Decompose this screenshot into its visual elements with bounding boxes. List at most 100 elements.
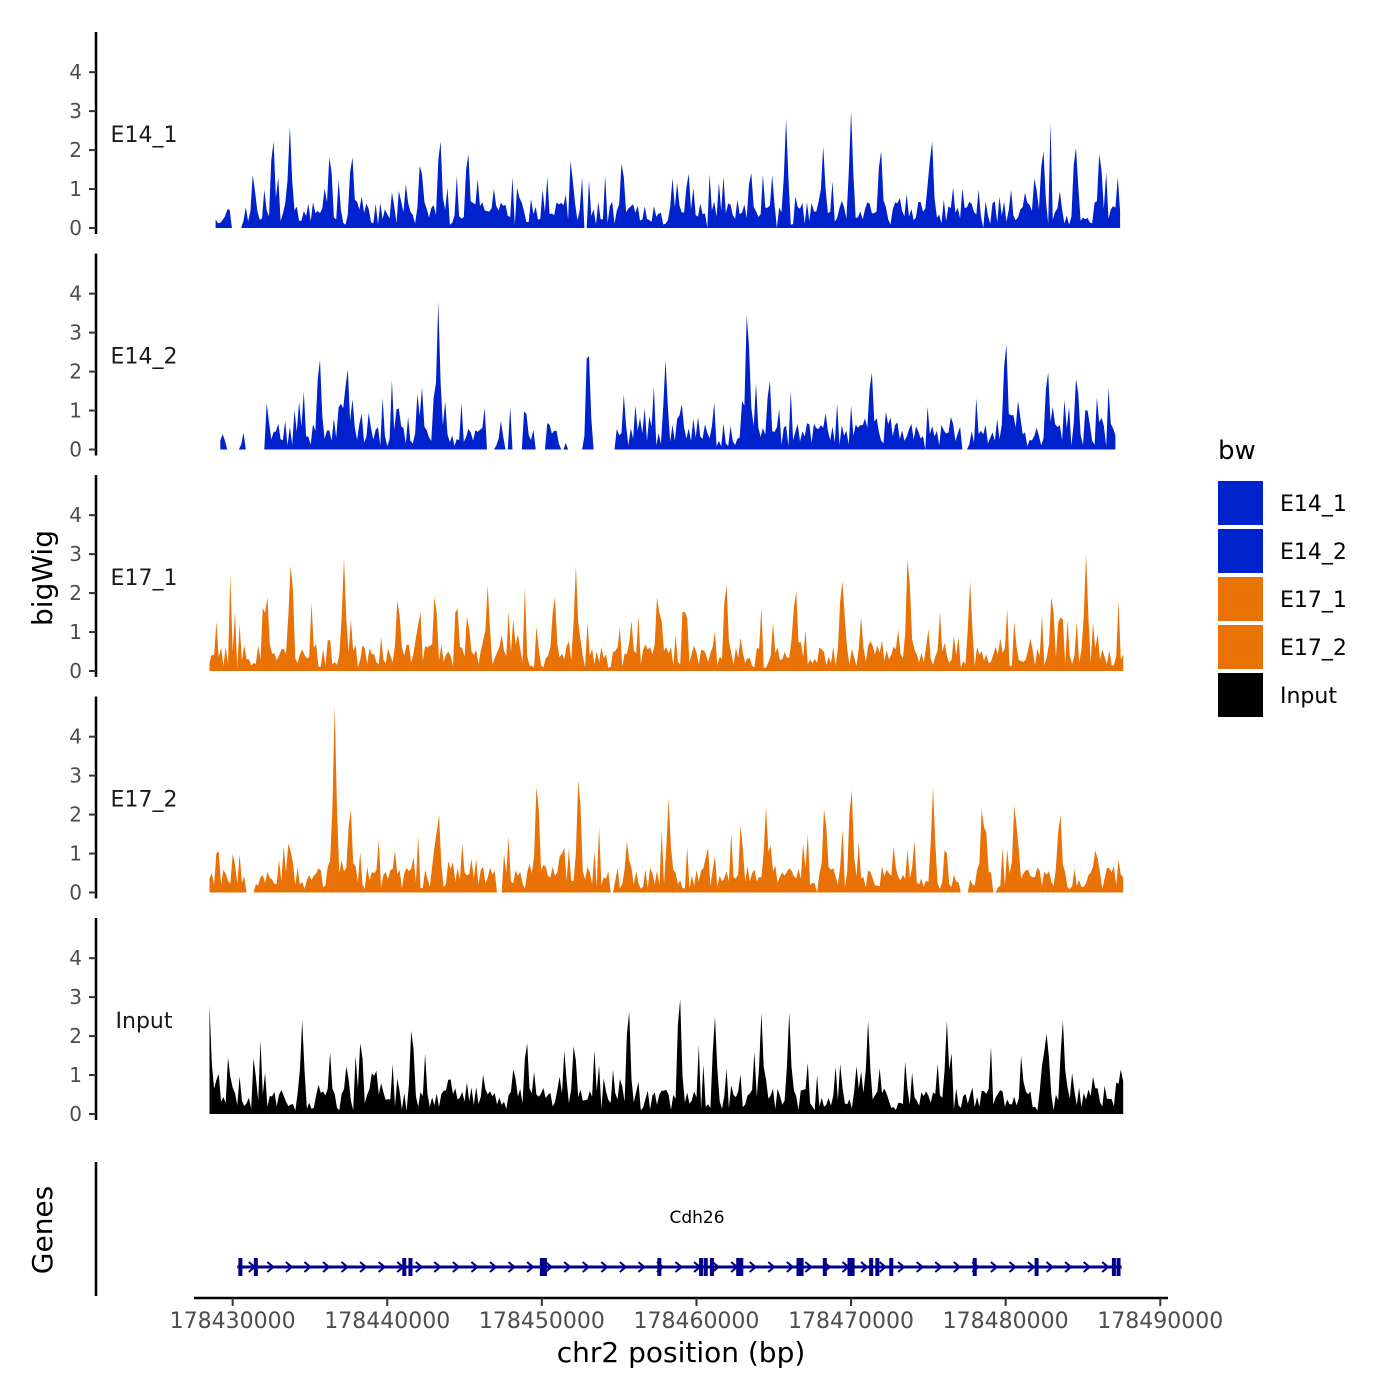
track-label-e14_2: E14_2 [111, 345, 178, 370]
y-tick-label: 4 [69, 60, 82, 84]
track-e17_1: 0 1 2 3 4 E17_1 [69, 475, 1124, 683]
legend-title: bw [1218, 436, 1256, 466]
x-tick-label: 178440000 [324, 1309, 450, 1334]
gene-strand-chevron [526, 1261, 535, 1273]
legend-label-e14_2: E14_2 [1280, 540, 1347, 565]
x-tick-label: 178430000 [170, 1309, 296, 1334]
gene-strand-chevron [285, 1261, 294, 1273]
y-tick-label: 0 [69, 659, 82, 683]
track-label-input: Input [116, 1009, 173, 1034]
track-e14_1: 0 1 2 3 4 E14_1 [69, 32, 1121, 240]
track-e14_2: 0 1 2 3 4 E14_2 [69, 253, 1116, 462]
gene-model-cdh26 [237, 1258, 1122, 1276]
gene-exon [539, 1258, 544, 1276]
coverage-area-e17_1 [209, 554, 1124, 671]
gene-exon [542, 1258, 547, 1276]
gene-strand-chevron [934, 1261, 943, 1273]
gene-strand-chevron [878, 1261, 888, 1273]
coverage-area-e14_2 [220, 301, 1116, 450]
gene-exon [703, 1258, 708, 1276]
gene-strand-chevron [637, 1261, 646, 1273]
gene-strand-chevron [340, 1261, 350, 1273]
x-tick-label: 178470000 [788, 1309, 914, 1334]
y-tick-label: 2 [69, 581, 82, 605]
gene-label: Cdh26 [669, 1208, 724, 1228]
x-tick-label: 178490000 [1097, 1309, 1223, 1334]
y-tick-label: 0 [69, 1102, 82, 1126]
gene-strand-chevron [322, 1261, 331, 1273]
legend-label-e17_1: E17_1 [1280, 588, 1347, 613]
gene-exon [1111, 1258, 1116, 1276]
y-tick-label: 0 [69, 881, 82, 905]
y-tick-label: 3 [69, 321, 82, 345]
coverage-area-e17_2 [209, 705, 1124, 893]
gene-exon [253, 1258, 258, 1276]
y-tick-label: 2 [69, 1024, 82, 1048]
gene-strand-chevron [544, 1261, 554, 1273]
gene-strand-chevron [600, 1261, 609, 1273]
y-tick-label: 2 [69, 138, 82, 162]
gene-strand-chevron [804, 1261, 813, 1273]
gene-strand-chevron [452, 1261, 461, 1273]
gene-strand-chevron [266, 1261, 275, 1273]
gene-strand-chevron [953, 1261, 962, 1273]
gene-strand-chevron [1045, 1261, 1055, 1273]
gene-exon [822, 1258, 827, 1276]
y-axis-title: bigWig [26, 530, 59, 626]
gene-strand-chevron [767, 1261, 776, 1273]
legend-swatch-input [1218, 673, 1263, 717]
gene-strand-chevron [433, 1261, 442, 1273]
gene-track: Genes Cdh26 [26, 1162, 1122, 1296]
y-tick-label: 0 [69, 216, 82, 240]
y-tick-label: 1 [69, 399, 82, 423]
gene-strand-chevron [749, 1261, 758, 1273]
gene-exon [657, 1258, 662, 1276]
gene-strand-chevron [1082, 1261, 1092, 1273]
x-tick-label: 178480000 [943, 1309, 1069, 1334]
x-axis: 178430000 178440000 178450000 178460000 1784… [170, 1296, 1223, 1369]
y-tick-label: 1 [69, 177, 82, 201]
gene-exon [402, 1258, 407, 1276]
y-tick-label: 2 [69, 803, 82, 827]
gene-exon [889, 1258, 894, 1276]
y-tick-label: 2 [69, 360, 82, 384]
gene-strand-chevron [674, 1261, 684, 1273]
gene-exon [972, 1258, 977, 1276]
legend-swatch-e14_1 [1218, 481, 1263, 525]
gene-exon [799, 1258, 804, 1276]
x-tick-label: 178450000 [479, 1309, 605, 1334]
coverage-area-e14_1 [215, 111, 1121, 228]
gene-exon [850, 1258, 855, 1276]
gene-strand-chevron [507, 1261, 517, 1273]
x-axis-title: chr2 position (bp) [557, 1336, 806, 1369]
gene-strand-chevron [563, 1261, 572, 1273]
gene-exon [736, 1258, 741, 1276]
gene-strand-chevron [359, 1261, 368, 1273]
gene-strand-chevron [786, 1261, 795, 1273]
coverage-tracks: 0 1 2 3 4 E14_1 0 1 2 3 4 E14_2 0 1 2 3 4 E17_1 0 1 2 3 4 E17_2… [69, 32, 1124, 1126]
gene-exon [709, 1258, 714, 1276]
legend-swatch-e14_2 [1218, 529, 1263, 573]
gene-track-title: Genes [26, 1186, 59, 1274]
track-label-e17_1: E17_1 [111, 566, 178, 591]
gene-exon [739, 1258, 744, 1276]
y-tick-label: 1 [69, 842, 82, 866]
legend-items: E14_1 E14_2 E17_1 E17_2 Input [1218, 481, 1347, 717]
legend-label-e14_1: E14_1 [1280, 492, 1347, 517]
gene-strand-chevron [711, 1261, 721, 1273]
y-tick-label: 1 [69, 620, 82, 644]
gene-strand-chevron [990, 1261, 999, 1273]
gene-strand-chevron [1027, 1261, 1036, 1273]
gene-strand-chevron [489, 1261, 498, 1273]
track-e17_2: 0 1 2 3 4 E17_2 [69, 696, 1124, 905]
track-label-e17_2: E17_2 [111, 788, 178, 813]
gene-exon [238, 1258, 243, 1276]
y-tick-label: 3 [69, 542, 82, 566]
track-label-e14_1: E14_1 [111, 123, 178, 148]
legend-swatch-e17_1 [1218, 577, 1263, 621]
gene-exon [408, 1258, 413, 1276]
y-tick-label: 3 [69, 764, 82, 788]
gene-strand-chevron [860, 1261, 869, 1273]
gene-strand-chevron [897, 1261, 906, 1273]
